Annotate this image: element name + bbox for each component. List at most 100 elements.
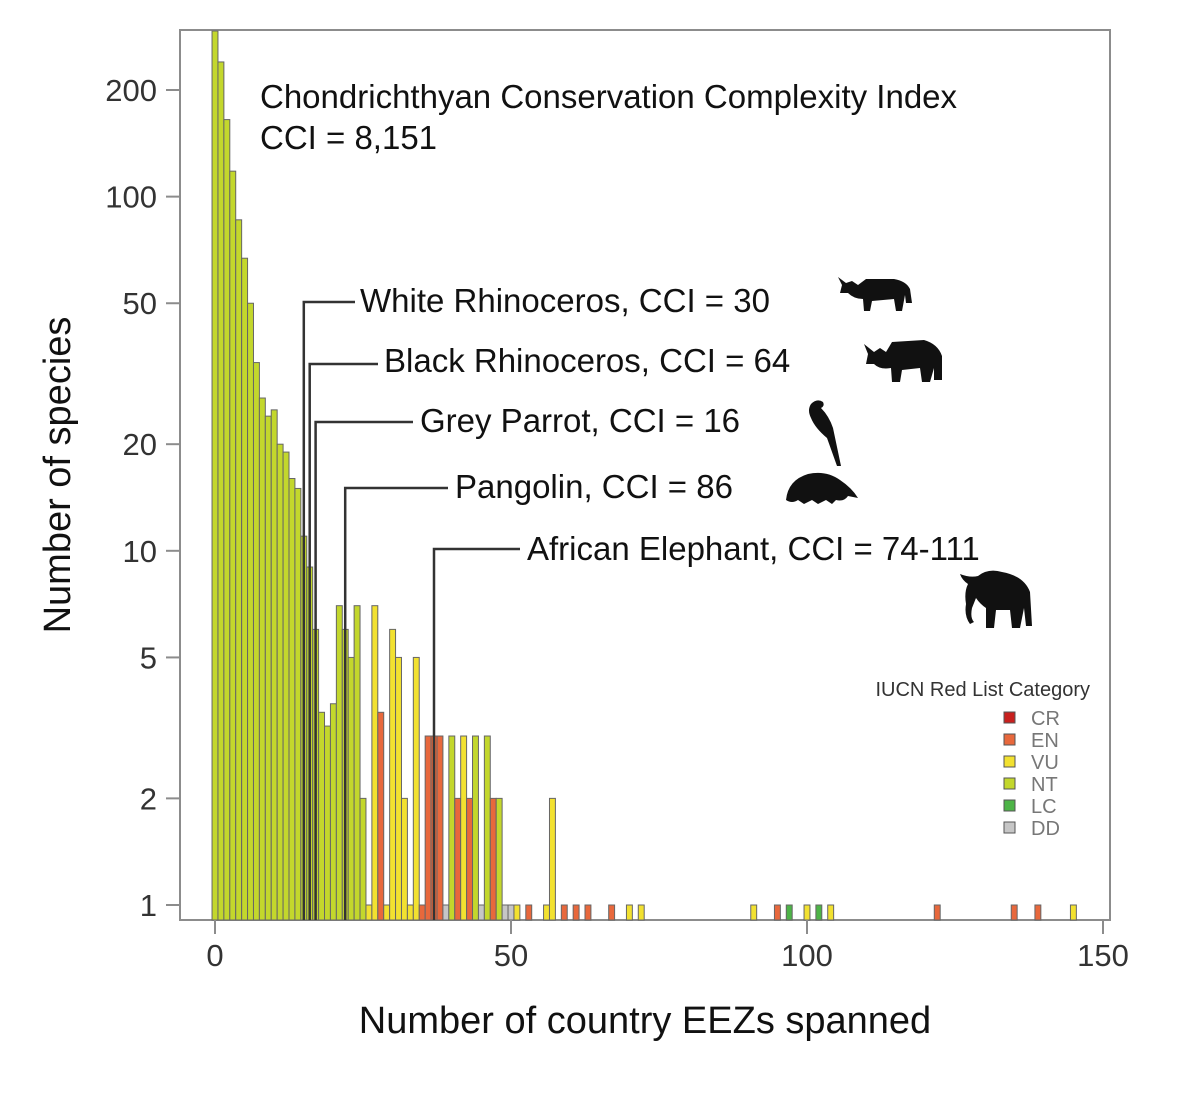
bar bbox=[489, 797, 497, 921]
annotation-leaders bbox=[302, 300, 520, 920]
legend-label-nt: NT bbox=[1031, 774, 1058, 796]
annotation-leader-line bbox=[314, 420, 413, 920]
y-tick-label: 10 bbox=[123, 534, 157, 569]
bar bbox=[412, 656, 420, 921]
bar bbox=[424, 735, 432, 921]
bar bbox=[477, 904, 485, 921]
rhinoceros-icon bbox=[838, 277, 912, 311]
bar bbox=[548, 797, 556, 921]
y-tick-label: 20 bbox=[123, 427, 157, 462]
x-axis: 0 50 100 150 bbox=[206, 920, 1129, 973]
bar bbox=[560, 904, 568, 921]
bar bbox=[625, 904, 633, 921]
legend-item-cr: CR bbox=[1003, 708, 1060, 730]
bar bbox=[525, 904, 533, 921]
bar bbox=[750, 904, 758, 921]
x-tick-label: 100 bbox=[781, 938, 833, 973]
bar bbox=[276, 443, 284, 921]
bar bbox=[466, 797, 474, 921]
rhinoceros-icon bbox=[864, 340, 942, 382]
bar bbox=[353, 605, 361, 921]
bar bbox=[460, 735, 468, 921]
legend-swatch-dd bbox=[1003, 821, 1016, 834]
bar bbox=[418, 904, 426, 921]
bar bbox=[335, 605, 343, 921]
bar bbox=[318, 711, 326, 921]
bar bbox=[270, 409, 278, 921]
bar bbox=[472, 735, 479, 921]
bar bbox=[442, 904, 450, 921]
bar bbox=[572, 904, 580, 921]
legend-item-nt: NT bbox=[1003, 774, 1058, 796]
bar bbox=[365, 904, 373, 921]
bar bbox=[803, 904, 811, 921]
legend-swatch-cr bbox=[1003, 711, 1016, 724]
parrot-icon bbox=[809, 400, 841, 466]
x-axis-label: Number of country EEZs spanned bbox=[359, 1000, 931, 1042]
chart-subtitle: CCI = 8,151 bbox=[260, 119, 437, 156]
bar bbox=[495, 797, 503, 921]
bar bbox=[436, 735, 444, 921]
bar bbox=[377, 711, 385, 921]
y-tick-label: 5 bbox=[140, 640, 157, 675]
bar bbox=[383, 904, 391, 921]
bar bbox=[608, 904, 616, 921]
bar bbox=[1010, 904, 1018, 921]
bar bbox=[247, 302, 254, 921]
legend-label-dd: DD bbox=[1031, 818, 1060, 840]
legend: IUCN Red List Category CR EN VU NT LC DD bbox=[875, 679, 1090, 840]
bar bbox=[1034, 904, 1042, 921]
annotation-label-black-rhino: Black Rhinoceros, CCI = 64 bbox=[384, 342, 790, 379]
legend-swatch-en bbox=[1003, 733, 1016, 746]
legend-title: IUCN Red List Category bbox=[875, 679, 1090, 701]
bar bbox=[252, 362, 260, 921]
legend-item-lc: LC bbox=[1003, 796, 1057, 818]
annotation-label-pangolin: Pangolin, CCI = 86 bbox=[455, 468, 733, 505]
annotation-leader-line bbox=[308, 362, 378, 920]
bar bbox=[400, 797, 408, 921]
bar bbox=[406, 904, 414, 921]
bar bbox=[507, 904, 515, 921]
bar bbox=[785, 904, 793, 921]
annotation-leader-line bbox=[432, 547, 520, 920]
annotation-label-grey-parrot: Grey Parrot, CCI = 16 bbox=[420, 402, 740, 439]
bar bbox=[933, 904, 941, 921]
bar bbox=[229, 170, 237, 921]
elephant-icon bbox=[960, 570, 1032, 628]
annotation-leader-line bbox=[302, 300, 355, 920]
y-axis-label: Number of species bbox=[37, 317, 79, 634]
bar bbox=[501, 904, 509, 921]
legend-swatch-nt bbox=[1003, 777, 1016, 790]
chart-title: Chondrichthyan Conservation Complexity I… bbox=[260, 78, 958, 115]
y-tick-label: 2 bbox=[140, 781, 157, 816]
bar bbox=[324, 725, 331, 921]
legend-label-cr: CR bbox=[1031, 708, 1060, 730]
bar bbox=[241, 257, 249, 921]
bar bbox=[513, 904, 521, 921]
bar bbox=[815, 904, 823, 921]
bar bbox=[347, 656, 355, 921]
legend-item-vu: VU bbox=[1003, 752, 1059, 774]
plot-frame bbox=[179, 29, 1111, 921]
x-tick-label: 50 bbox=[494, 938, 528, 973]
annotation-label-white-rhino: White Rhinoceros, CCI = 30 bbox=[360, 282, 770, 319]
x-tick-label: 150 bbox=[1077, 938, 1129, 973]
bar bbox=[1069, 904, 1077, 921]
bar bbox=[543, 904, 550, 921]
bar bbox=[359, 797, 367, 921]
annotation-label-african-elephant: African Elephant, CCI = 74-111 bbox=[527, 530, 980, 567]
x-tick-label: 0 bbox=[206, 938, 223, 973]
bar bbox=[223, 119, 231, 921]
bar bbox=[288, 478, 296, 921]
bar bbox=[827, 904, 835, 921]
legend-swatch-vu bbox=[1003, 755, 1016, 768]
bar bbox=[258, 397, 266, 921]
legend-label-en: EN bbox=[1031, 730, 1059, 752]
bar bbox=[294, 487, 302, 921]
y-tick-label: 50 bbox=[123, 286, 157, 321]
y-tick-label: 200 bbox=[105, 73, 157, 108]
bar bbox=[389, 628, 397, 921]
bar bbox=[329, 703, 337, 921]
legend-label-vu: VU bbox=[1031, 752, 1059, 774]
